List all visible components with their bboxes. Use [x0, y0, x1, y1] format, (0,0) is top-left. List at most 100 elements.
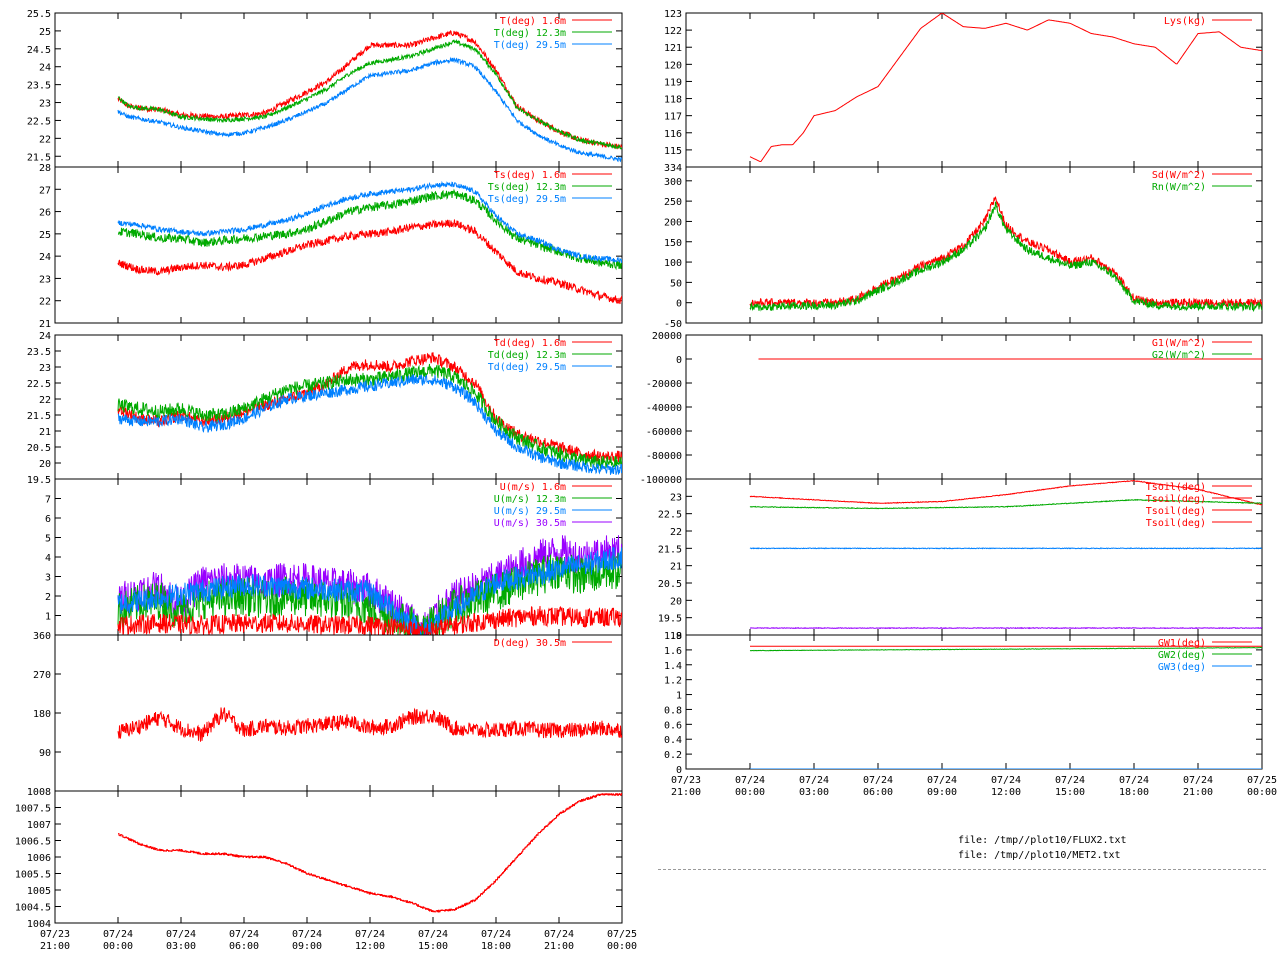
y-tick-label: 28	[39, 163, 51, 174]
y-tick-label: 22.5	[658, 510, 682, 521]
series-line-blue	[117, 373, 622, 475]
y-tick-label: 1008	[27, 787, 51, 798]
legend-label: Sd(W/m^2)	[1152, 170, 1206, 181]
series-line-green	[117, 363, 622, 470]
series-line-red	[117, 29, 622, 150]
series-line-purple	[749, 626, 1262, 630]
file-label-flux: file: /tmp//plot10/FLUX2.txt	[958, 835, 1127, 846]
series-line-green	[117, 38, 622, 150]
legend-label: GW1(deg)	[1158, 638, 1206, 649]
x-tick-label: 07/25	[607, 929, 637, 940]
y-tick-label: 23.5	[27, 347, 51, 358]
x-tick-label: 07/24	[481, 929, 511, 940]
y-tick-label: 2	[45, 592, 51, 603]
x-tick-label: 07/25	[1247, 775, 1277, 786]
y-tick-label: 25.5	[27, 9, 51, 20]
y-tick-label: 1	[676, 691, 682, 702]
series-group	[750, 358, 1262, 479]
y-tick-label: 0	[676, 299, 682, 310]
y-tick-label: 0	[676, 355, 682, 366]
series-line-red	[749, 13, 1262, 163]
y-tick-label: 122	[664, 26, 682, 37]
x-tick-label: 07/24	[418, 929, 448, 940]
x-tick-label: 21:00	[1183, 787, 1213, 798]
series-group	[749, 13, 1262, 163]
legend-label: Tsoil(deg)	[1146, 482, 1206, 493]
y-tick-label: 5	[45, 534, 51, 545]
y-tick-label: 300	[664, 177, 682, 188]
series-line-blue	[749, 547, 1262, 550]
y-tick-label: -40000	[646, 403, 682, 414]
y-tick-label: 120	[664, 60, 682, 71]
y-tick-label: 26	[39, 208, 51, 219]
x-tick-label: 21:00	[671, 787, 701, 798]
legend-label: G2(W/m^2)	[1152, 350, 1206, 361]
legend-label: D(deg) 30.5m	[494, 638, 566, 649]
y-tick-label: 22.5	[27, 116, 51, 127]
legend-label: U(m/s) 30.5m	[494, 518, 566, 529]
y-tick-label: 27	[39, 185, 51, 196]
x-tick-label: 15:00	[418, 941, 448, 952]
y-tick-label: 1007	[27, 820, 51, 831]
x-tick-label: 21:00	[40, 941, 70, 952]
series-group	[117, 707, 622, 742]
x-tick-label: 00:00	[735, 787, 765, 798]
x-tick-label: 00:00	[103, 941, 133, 952]
x-tick-label: 07/23	[40, 929, 70, 940]
y-tick-label: 123	[664, 9, 682, 20]
x-tick-label: 21:00	[544, 941, 574, 952]
legend-label: T(deg) 29.5m	[494, 40, 566, 51]
legend-label: U(m/s) 1.6m	[500, 482, 566, 493]
y-tick-label: 1.8	[664, 631, 682, 642]
x-tick-label: 07/24	[1119, 775, 1149, 786]
y-tick-label: -20000	[646, 379, 682, 390]
y-tick-label: -100000	[640, 475, 682, 486]
y-tick-label: 50	[670, 278, 682, 289]
y-tick-label: 23	[39, 99, 51, 110]
y-tick-label: 24	[39, 63, 51, 74]
x-tick-label: 07/24	[103, 929, 133, 940]
x-tick-label: 15:00	[1055, 787, 1085, 798]
y-tick-label: 1004.5	[15, 903, 51, 914]
y-tick-label: 270	[33, 670, 51, 681]
y-tick-label: 25	[39, 27, 51, 38]
y-tick-label: 7	[45, 495, 51, 506]
y-tick-label: 24	[39, 331, 51, 342]
panel-frame	[54, 166, 623, 324]
panel-frame	[685, 12, 1263, 168]
y-tick-label: 20000	[652, 331, 682, 342]
y-tick-label: 90	[39, 748, 51, 759]
panel-frame	[54, 634, 623, 792]
series-line-red	[118, 793, 622, 913]
y-tick-label: 0	[676, 765, 682, 776]
x-tick-label: 07/24	[1055, 775, 1085, 786]
series-line-red	[749, 196, 1262, 309]
x-tick-label: 06:00	[863, 787, 893, 798]
y-tick-label: 100	[664, 258, 682, 269]
legend-label: T(deg) 12.3m	[494, 28, 566, 39]
y-tick-label: 1	[45, 612, 51, 623]
y-tick-label: 22	[670, 527, 682, 538]
y-tick-label: -60000	[646, 427, 682, 438]
x-tick-label: 18:00	[481, 941, 511, 952]
file-label-met: file: /tmp//plot10/MET2.txt	[958, 850, 1121, 861]
legend-label: Td(deg) 29.5m	[488, 362, 566, 373]
y-tick-label: 21.5	[658, 544, 682, 555]
legend-label: Tsoil(deg)	[1146, 518, 1206, 529]
legend-label: Ts(deg) 1.6m	[494, 170, 566, 181]
x-tick-label: 03:00	[166, 941, 196, 952]
separator-dashed-line	[658, 869, 1266, 870]
legend-label: U(m/s) 12.3m	[494, 494, 566, 505]
y-tick-label: 1006.5	[15, 837, 51, 848]
y-tick-label: 0.2	[664, 750, 682, 761]
y-tick-label: 21.5	[27, 152, 51, 163]
legend-label: U(m/s) 29.5m	[494, 506, 566, 517]
x-tick-label: 09:00	[927, 787, 957, 798]
panel-Rad: -50 0 50 100 150 200 250 300 334 Sd(W/m^2)Rn(W/m^…	[664, 163, 1263, 330]
y-tick-label: 334	[664, 163, 682, 174]
x-tick-label: 07/24	[927, 775, 957, 786]
panel-frame	[54, 790, 623, 924]
y-tick-label: 1004	[27, 919, 51, 930]
x-tick-label: 07/24	[799, 775, 829, 786]
